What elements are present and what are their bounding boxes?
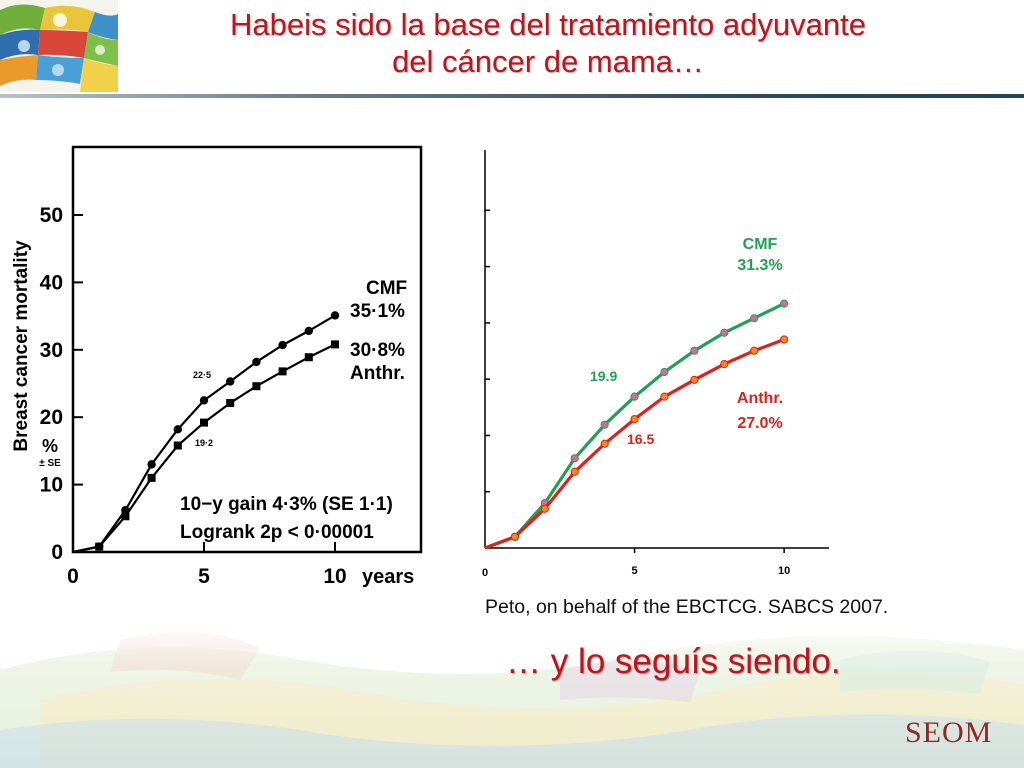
- data-point-cmf: [600, 420, 609, 429]
- series-value-cmf: 31.3%: [737, 257, 782, 274]
- data-point-anthr: [600, 439, 609, 448]
- data-point-cmf: [330, 311, 340, 320]
- data-point-cmf: [570, 454, 579, 463]
- point-label-cmf: 22·5: [193, 370, 211, 380]
- title-line-2: del cáncer de mama…: [392, 44, 704, 79]
- point-label-anthr: 19·2: [195, 438, 213, 448]
- data-point-cmf: [199, 396, 209, 405]
- y-tick-label: 40: [40, 271, 63, 294]
- mosaic-logo-image: [0, 0, 118, 92]
- data-point-cmf: [780, 299, 789, 308]
- data-point-cmf: [173, 425, 182, 434]
- data-point-anthr: [147, 473, 156, 482]
- data-point-anthr: [226, 399, 235, 408]
- data-point-cmf: [690, 346, 699, 355]
- data-point-anthr: [95, 542, 104, 551]
- series-value-cmf: 35·1%: [350, 301, 405, 322]
- x-tick-label: 5: [198, 565, 210, 588]
- title-line-1: Habeis sido la base del tratamiento adyu…: [230, 7, 866, 42]
- y-axis-unit-se: ± SE: [39, 458, 61, 469]
- data-point-anthr: [780, 335, 789, 344]
- series-name-anthr: Anthr.: [350, 363, 405, 384]
- data-point-anthr: [750, 346, 759, 355]
- data-point-anthr: [630, 414, 639, 424]
- data-point-anthr: [660, 392, 669, 401]
- data-point-anthr: [510, 532, 520, 541]
- data-point-cmf: [226, 377, 235, 386]
- data-point-anthr: [173, 441, 182, 450]
- x-tick-label: 10: [323, 565, 346, 588]
- x-tick-label: 10: [778, 565, 790, 577]
- series-name-cmf: CMF: [366, 278, 407, 299]
- series-value-anthr: 27.0%: [737, 415, 782, 432]
- data-point-cmf: [720, 328, 729, 337]
- series-name-cmf: CMF: [743, 236, 778, 253]
- cmf-vs-anthr-mortality-chart: 0 10 20 30 40 50 0 5 10 years Breast cancer morta…: [11, 145, 423, 588]
- point-label-cmf: 19.9: [590, 368, 617, 384]
- data-point-cmf: [630, 392, 639, 401]
- y-tick-label: 10: [40, 474, 63, 497]
- data-point-cmf: [278, 340, 287, 350]
- series-value-anthr: 30·8%: [350, 340, 405, 361]
- data-point-anthr: [540, 504, 549, 513]
- seom-logo-text: SEOM: [905, 716, 993, 749]
- data-point-anthr: [278, 367, 287, 376]
- footer-phrase: … y lo seguís siendo.: [506, 642, 841, 681]
- data-point-anthr: [690, 375, 699, 384]
- slide-title: Habeis sido la base del tratamiento adyu…: [118, 6, 978, 80]
- data-point-anthr: [121, 512, 130, 521]
- annotation-logrank: Logrank 2p < 0·00001: [180, 522, 374, 543]
- y-axis-unit: %: [42, 436, 58, 456]
- x-tick-label: 0: [67, 565, 79, 588]
- data-point-anthr: [331, 340, 339, 349]
- citation: Peto, on behalf of the EBCTCG. SABCS 200…: [485, 596, 889, 618]
- cmf-vs-anthr-recurrence-chart: 0 5 10 CMF 31.3% Anthr. 27.0% 19.9 16.5: [482, 150, 829, 579]
- data-point-cmf: [750, 314, 759, 323]
- data-point-cmf: [147, 460, 156, 469]
- x-tick-label: 5: [632, 565, 638, 577]
- data-point-cmf: [252, 357, 261, 367]
- data-point-anthr: [720, 360, 729, 369]
- annotation-gain: 10−y gain 4·3% (SE 1·1): [180, 494, 393, 515]
- y-tick-label: 0: [51, 541, 63, 564]
- series-line-cmf: [72, 314, 336, 554]
- data-point-cmf: [304, 326, 313, 336]
- data-point-anthr: [304, 353, 313, 362]
- series-name-anthr: Anthr.: [737, 390, 783, 407]
- data-point-anthr: [200, 418, 208, 427]
- point-label-anthr: 16.5: [627, 431, 654, 447]
- data-point-anthr: [252, 382, 261, 391]
- y-tick-label: 50: [40, 204, 63, 227]
- mosaic-background-image: [0, 610, 1024, 768]
- y-tick-label: 30: [40, 339, 63, 362]
- title-divider: [0, 94, 1024, 98]
- x-axis-label: years: [362, 566, 414, 588]
- data-point-cmf: [660, 367, 669, 377]
- y-tick-label: 20: [40, 406, 63, 429]
- data-point-anthr: [570, 467, 579, 476]
- x-tick-label: 0: [482, 567, 488, 579]
- y-axis-label: Breast cancer mortality: [11, 240, 32, 452]
